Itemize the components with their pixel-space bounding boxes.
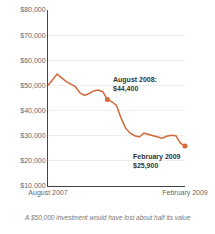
svg-text:$10,000: $10,000 xyxy=(20,182,45,189)
svg-text:$70,000: $70,000 xyxy=(20,32,45,39)
svg-text:February 2009: February 2009 xyxy=(162,189,208,197)
svg-text:$30,000: $30,000 xyxy=(20,132,45,139)
svg-text:$60,000: $60,000 xyxy=(20,57,45,64)
svg-text:$50,000: $50,000 xyxy=(20,82,45,89)
svg-text:August 2007: August 2007 xyxy=(28,189,67,197)
svg-text:August 2008:$44,400: August 2008:$44,400 xyxy=(113,76,157,93)
svg-text:$80,000: $80,000 xyxy=(20,6,45,13)
svg-text:$20,000: $20,000 xyxy=(20,157,45,164)
svg-text:$40,000: $40,000 xyxy=(20,107,45,114)
svg-text:February 2009$25,900: February 2009$25,900 xyxy=(133,153,181,170)
svg-text:A $50,000 investment would hav: A $50,000 investment would have lost abo… xyxy=(24,214,191,221)
